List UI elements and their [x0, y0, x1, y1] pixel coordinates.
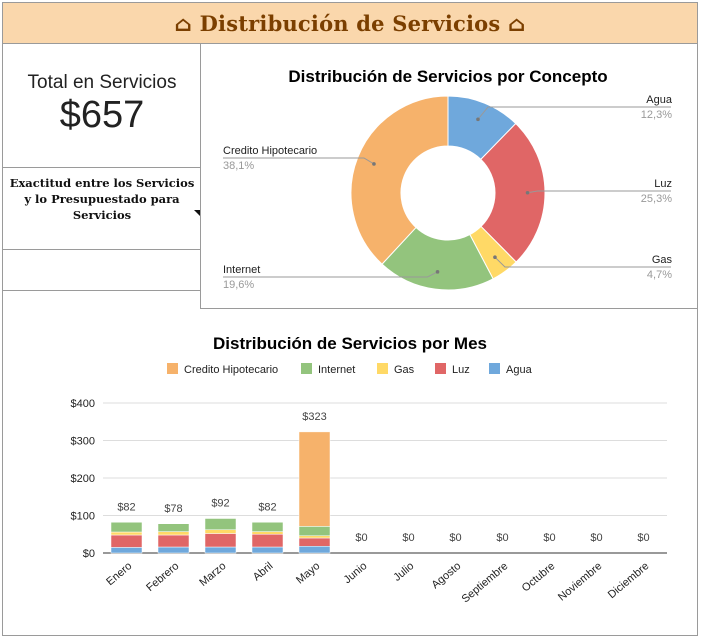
bar-segment: [157, 523, 190, 532]
y-tick-label: $400: [71, 398, 95, 410]
bar-chart-panel: Distribución de Servicios por Mes Credito…: [3, 309, 697, 635]
pie-leader-line: [223, 157, 375, 165]
x-tick-label: Septiembre: [460, 560, 511, 605]
x-tick-label: Diciembre: [606, 560, 652, 601]
y-tick-label: $300: [71, 436, 95, 448]
bar-segment: [110, 522, 143, 533]
bar-segment: [298, 535, 331, 539]
pie-chart: Distribución de Servicios por Concepto Ag…: [223, 67, 673, 291]
pie-percent: 4,7%: [647, 269, 672, 281]
x-tick-label: Junio: [342, 560, 370, 586]
bar-total-label: $0: [637, 532, 649, 544]
pie-leader-dot: [493, 255, 497, 260]
bar-segment: [204, 533, 237, 548]
bar-segment: [110, 534, 143, 548]
total-value: $657: [59, 94, 145, 136]
x-tick-label: Mayo: [294, 560, 322, 586]
bar-segment: [110, 547, 143, 554]
pie-label: Agua: [646, 94, 673, 106]
bar-segment: [204, 518, 237, 530]
pie-leader-line: [477, 106, 671, 120]
bar-title: Distribución de Servicios por Mes: [213, 334, 487, 353]
pie-leader-dot: [525, 190, 530, 195]
pie-label: Internet: [223, 264, 260, 276]
pie-label: Credito Hipotecario: [223, 145, 317, 157]
legend-label: Luz: [452, 364, 470, 376]
x-tick-label: Agosto: [429, 560, 463, 591]
legend-label: Gas: [394, 364, 415, 376]
pie-leader-dot: [476, 117, 480, 122]
bar-segment: [204, 529, 237, 534]
summary-column: Total en Servicios $657 Exactitud entre …: [3, 44, 201, 309]
bar-total-label: $82: [258, 501, 276, 513]
x-tick-label: Noviembre: [556, 560, 604, 603]
pie-percent: 38,1%: [223, 160, 254, 172]
pie-label: Gas: [652, 254, 673, 266]
legend-label: Internet: [318, 364, 355, 376]
bar-total-label: $0: [496, 532, 508, 544]
legend-swatch: [167, 363, 178, 374]
pie-title: Distribución de Servicios por Concepto: [288, 67, 607, 86]
bar-total-label: $0: [590, 532, 602, 544]
bar-chart: Distribución de Servicios por Mes Credito…: [71, 334, 667, 605]
legend-swatch: [489, 363, 500, 374]
page-title: ⌂ Distribución de Servicios ⌂: [174, 10, 526, 36]
pie-percent: 19,6%: [223, 279, 254, 291]
pie-slice: [350, 95, 449, 265]
bar-total-label: $323: [302, 411, 326, 423]
bar-segment: [251, 522, 284, 532]
cell-note-indicator[interactable]: [194, 210, 200, 216]
pie-percent: 25,3%: [641, 193, 672, 205]
legend-label: Agua: [506, 364, 533, 376]
bar-segment: [298, 546, 331, 554]
accuracy-label: Exactitud entre los Servicios y lo Presu…: [9, 176, 195, 222]
bar-segment: [110, 531, 143, 536]
bar-total-label: $82: [117, 501, 135, 513]
x-tick-label: Marzo: [197, 560, 228, 589]
total-label: Total en Servicios: [27, 72, 177, 93]
pie-leader-line: [527, 190, 671, 194]
x-tick-label: Julio: [391, 560, 416, 584]
pie-leader-line: [494, 256, 671, 268]
empty-cell[interactable]: [3, 250, 201, 291]
bar-segment: [251, 531, 284, 535]
y-tick-label: $0: [83, 548, 95, 560]
bar-total-label: $78: [164, 503, 182, 515]
bar-segment: [157, 531, 190, 536]
x-tick-label: Abril: [251, 560, 276, 583]
accuracy-cell[interactable]: Exactitud entre los Servicios y lo Presu…: [3, 168, 201, 250]
x-tick-label: Febrero: [144, 560, 181, 594]
bar-total-label: $92: [211, 498, 229, 510]
y-tick-label: $200: [71, 473, 95, 485]
legend-swatch: [435, 363, 446, 374]
pie-percent: 12,3%: [641, 109, 672, 121]
legend-label: Credito Hipotecario: [184, 364, 278, 376]
y-tick-label: $100: [71, 511, 95, 523]
bar-total-label: $0: [449, 532, 461, 544]
x-tick-label: Enero: [104, 560, 134, 588]
bar-segment: [251, 546, 284, 554]
pie-leader-dot: [372, 162, 376, 166]
pie-leader-dot: [435, 270, 440, 274]
header-bar: ⌂ Distribución de Servicios ⌂: [3, 3, 697, 44]
bar-segment: [157, 546, 190, 554]
bar-total-label: $0: [402, 532, 414, 544]
pie-chart-panel: Distribución de Servicios por Concepto Ag…: [201, 44, 697, 309]
x-tick-label: Octubre: [520, 560, 558, 594]
bar-total-label: $0: [355, 532, 367, 544]
pie-leader-line: [223, 271, 438, 278]
bar-segment: [298, 431, 331, 527]
legend-swatch: [377, 363, 388, 374]
pie-label: Luz: [654, 178, 672, 190]
pie-slice: [480, 122, 546, 263]
bar-total-label: $0: [543, 532, 555, 544]
bar-segment: [157, 534, 190, 548]
bar-segment: [204, 546, 237, 554]
total-card: Total en Servicios $657: [3, 44, 201, 168]
bar-segment: [298, 526, 331, 536]
bar-segment: [251, 534, 284, 548]
legend-swatch: [301, 363, 312, 374]
bar-segment: [298, 537, 331, 547]
